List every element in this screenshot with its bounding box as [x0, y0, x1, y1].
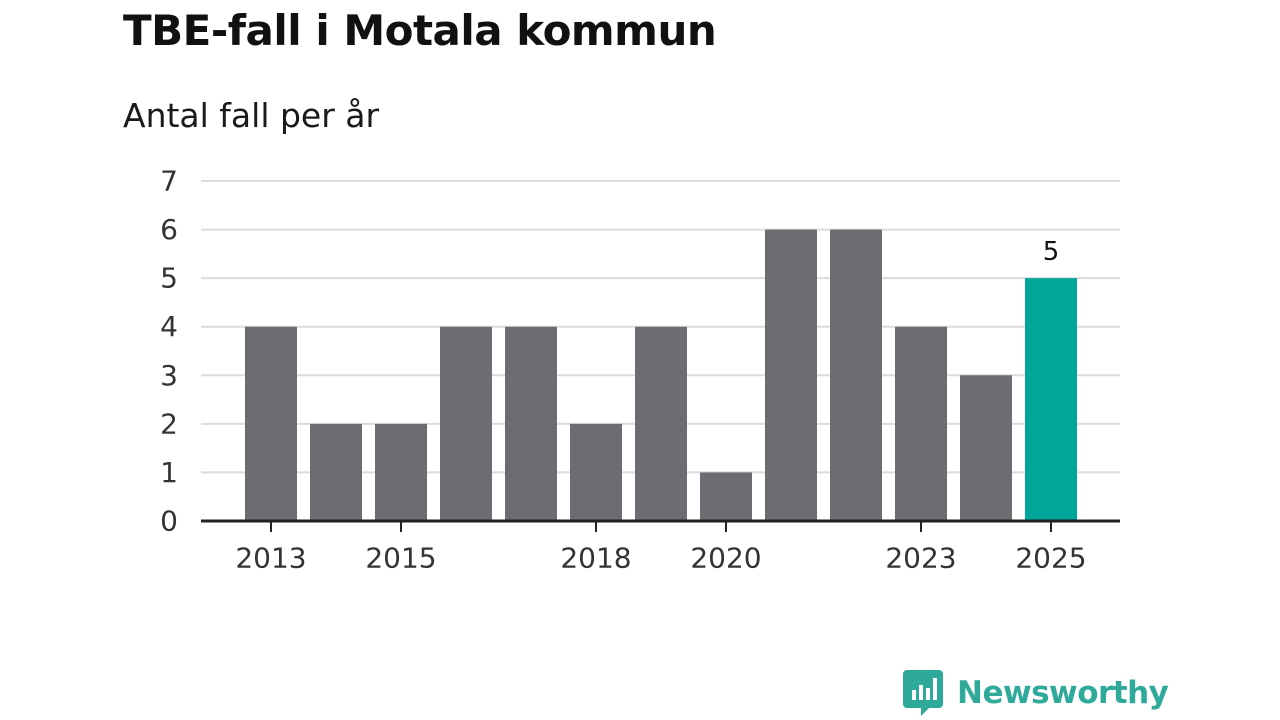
x-tick-label: 2018: [560, 542, 631, 575]
y-tick-label: 0: [160, 505, 178, 538]
x-tick-label: 2013: [235, 542, 306, 575]
bar-2020: [700, 472, 752, 521]
x-tick-label: 2023: [885, 542, 956, 575]
chart-subtitle: Antal fall per år: [123, 96, 380, 135]
y-tick-label: 5: [160, 262, 178, 295]
bar-2022: [830, 229, 882, 522]
x-tick-label: 2020: [690, 542, 761, 575]
brand-logo[interactable]: Newsworthy: [903, 670, 1169, 716]
y-tick-label: 1: [160, 456, 178, 489]
y-tick-label: 7: [160, 165, 178, 198]
bar-2023: [895, 326, 947, 521]
bar-2019: [635, 326, 687, 521]
chart-title: TBE-fall i Motala kommun: [123, 6, 717, 55]
y-tick-label: 4: [160, 310, 178, 343]
bar-2025: [1025, 278, 1077, 521]
y-tick-label: 2: [160, 407, 178, 440]
bar-2015: [375, 423, 427, 521]
data-label: 5: [1043, 237, 1060, 267]
bar-2014: [310, 423, 362, 521]
bar-2016: [440, 326, 492, 521]
bar-2017: [505, 326, 557, 521]
bar-2018: [570, 423, 622, 521]
brand-name: Newsworthy: [957, 675, 1169, 711]
bar-2021: [765, 229, 817, 522]
bar-2024: [960, 375, 1012, 521]
y-tick-label: 6: [160, 213, 178, 246]
y-tick-label: 3: [160, 359, 178, 392]
newsworthy-logo-icon: [903, 670, 943, 716]
x-tick-label: 2025: [1015, 542, 1086, 575]
x-tick-label: 2015: [365, 542, 436, 575]
bar-2013: [245, 326, 297, 521]
